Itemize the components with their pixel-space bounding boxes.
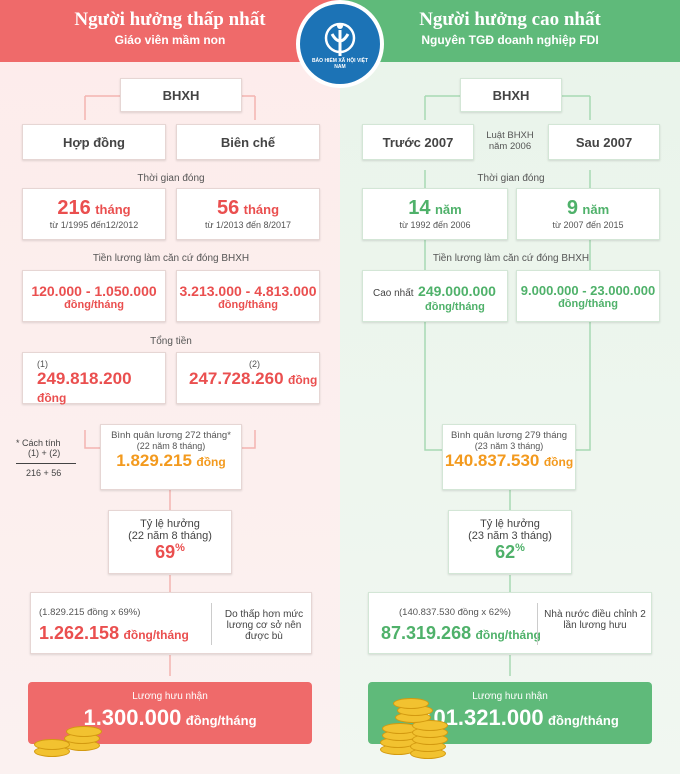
- left-b-salary: 3.213.000 - 4.813.000: [179, 283, 317, 299]
- right-title: Người hưởng cao nhất: [419, 9, 601, 30]
- left-a-months: 216: [57, 197, 91, 219]
- left-branch-a: Hợp đồng: [22, 124, 166, 160]
- left-note-1: * Cách tính: [16, 438, 61, 448]
- right-salary-label: Tiền lương làm căn cứ đóng BHXH: [432, 253, 590, 264]
- right-header: Người hưởng cao nhất Nguyên TGĐ doanh ng…: [340, 0, 680, 62]
- left-rate-value: 69: [155, 542, 176, 562]
- left-period-a: 216 tháng từ 1/1995 đến12/2012: [22, 188, 166, 240]
- right-b-unit: năm: [582, 202, 610, 217]
- left-rate-box: Tỷ lệ hưởng (22 năm 8 tháng) 69%: [108, 510, 232, 574]
- right-root-box: BHXH: [460, 78, 562, 112]
- left-rate-sub: (22 năm 8 tháng): [128, 530, 212, 542]
- left-total-b: (2) 247.728.260 đồng: [176, 352, 320, 404]
- right-calc-unit: đồng/tháng: [475, 628, 541, 642]
- left-calc-unit: đồng/tháng: [123, 628, 189, 642]
- left-pension-value: 1.300.000: [83, 705, 182, 730]
- right-b-years: 9: [566, 197, 578, 219]
- left-b-total: 247.728.260: [189, 369, 284, 388]
- right-average-box: Bình quân lương 279 tháng (23 năm 3 thán…: [442, 424, 576, 490]
- left-note: * Cách tính (1) + (2) 216 + 56: [16, 438, 92, 478]
- left-b-salary-unit: đồng/tháng: [218, 299, 278, 311]
- right-avg-dong: đồng: [543, 455, 574, 469]
- left-b-months: 56: [216, 197, 240, 219]
- right-pension-label: Lương hưu nhận: [472, 691, 548, 702]
- right-rate-value: 62: [495, 542, 516, 562]
- left-subtitle: Giáo viên mầm non: [114, 33, 226, 47]
- right-a-prefix: Cao nhất: [373, 288, 414, 299]
- left-b-unit: tháng: [243, 202, 280, 217]
- right-a-years: 14: [408, 197, 431, 219]
- left-calc-box: (1.829.215 đồng x 69%) 1.262.158 đồng/th…: [30, 592, 312, 654]
- left-salary-b: 3.213.000 - 4.813.000 đồng/tháng: [176, 270, 320, 322]
- right-avg-line2: (23 năm 3 tháng): [474, 441, 544, 451]
- left-calc-divider: [211, 603, 212, 645]
- right-b-salary: 9.000.000 - 23.000.000: [520, 283, 656, 298]
- left-b-dong: đồng: [288, 373, 318, 387]
- left-root-box: BHXH: [120, 78, 242, 112]
- right-period-label: Thời gian đóng: [477, 173, 545, 184]
- right-law-note: Luật BHXH năm 2006: [486, 130, 534, 152]
- right-b-range: từ 2007 đến 2015: [552, 220, 624, 230]
- right-b-salary-unit: đồng/tháng: [558, 298, 618, 310]
- left-calc-line: (1.829.215 đồng x 69%): [39, 607, 141, 618]
- left-b-range: từ 1/2013 đến 8/2017: [204, 220, 292, 230]
- left-a-salary-unit: đồng/tháng: [64, 299, 124, 311]
- left-title: Người hưởng thấp nhất: [74, 9, 266, 30]
- left-salary-a: 120.000 - 1.050.000 đồng/tháng: [22, 270, 166, 322]
- left-total-label: Tổng tiền: [150, 336, 192, 347]
- left-avg-dong: đồng: [196, 455, 226, 469]
- left-b-idx: (2): [249, 359, 260, 369]
- left-avg-line2: (22 năm 8 tháng): [136, 441, 206, 451]
- left-a-range: từ 1/1995 đến12/2012: [49, 220, 139, 230]
- right-calc-value: 87.319.268: [381, 623, 472, 643]
- right-a-unit: năm: [434, 202, 462, 217]
- left-a-dong: đồng: [37, 391, 67, 405]
- right-a-salary: 249.000.000: [418, 283, 496, 299]
- right-branch-a: Trước 2007: [362, 124, 474, 160]
- left-a-total: 249.818.200: [37, 369, 132, 388]
- left-pension-unit: đồng/tháng: [185, 713, 257, 728]
- left-period-b: 56 tháng từ 1/2013 đến 8/2017: [176, 188, 320, 240]
- left-period-label: Thời gian đóng: [137, 173, 205, 184]
- right-period-a: 14 năm từ 1992 đến 2006: [362, 188, 508, 240]
- right-salary-b: 9.000.000 - 23.000.000 đồng/tháng: [516, 270, 660, 322]
- left-rate-pct: %: [175, 542, 185, 554]
- right-rate-label: Tỷ lệ hưởng: [480, 518, 540, 530]
- left-salary-label: Tiền lương làm căn cứ đóng BHXH: [92, 253, 250, 264]
- left-calc-note: Do thấp hơn mức lương cơ sở nên được bù: [224, 609, 304, 642]
- right-avg-line1: Bình quân lương 279 tháng: [450, 430, 568, 441]
- right-salary-a: Cao nhất 249.000.000 đồng/tháng: [362, 270, 508, 322]
- left-header: Người hưởng thấp nhất Giáo viên mầm non: [0, 0, 340, 62]
- right-calc-note: Nhà nước điều chỉnh 2 lần lương hưu: [544, 609, 646, 631]
- right-a-salary-unit: đồng/tháng: [425, 301, 485, 313]
- logo-text: BẢO HIỂM XÃ HỘI VIỆT NAM: [311, 58, 369, 70]
- right-calc-line: (140.837.530 đồng x 62%): [399, 607, 511, 618]
- right-calc-box: (140.837.530 đồng x 62%) 87.319.268 đồng…: [368, 592, 652, 654]
- right-pension-unit: đồng/tháng: [548, 713, 619, 728]
- left-a-salary: 120.000 - 1.050.000: [31, 283, 157, 299]
- left-average-box: Bình quân lương 272 tháng* (22 năm 8 thá…: [100, 424, 242, 490]
- right-calc-divider: [537, 603, 538, 645]
- left-pension-label: Lương hưu nhận: [132, 691, 208, 702]
- right-avg-value: 140.837.530: [444, 451, 540, 470]
- right-subtitle: Nguyên TGĐ doanh nghiệp FDI: [421, 33, 599, 47]
- right-branch-b: Sau 2007: [548, 124, 660, 160]
- left-avg-line1: Bình quân lương 272 tháng*: [111, 430, 231, 441]
- left-branch-b: Biên chế: [176, 124, 320, 160]
- left-note-3: 216 + 56: [16, 463, 76, 478]
- right-rate-sub: (23 năm 3 tháng): [468, 530, 552, 542]
- bhxh-logo: BẢO HIỂM XÃ HỘI VIỆT NAM: [296, 0, 384, 88]
- left-rate-label: Tỷ lệ hưởng: [140, 518, 200, 530]
- left-total-a: (1) 249.818.200 đồng: [22, 352, 166, 405]
- right-period-b: 9 năm từ 2007 đến 2015: [516, 188, 660, 240]
- left-avg-value: 1.829.215: [116, 451, 192, 470]
- left-note-2: (1) + (2): [28, 448, 61, 458]
- right-rate-pct: %: [515, 542, 525, 554]
- right-rate-box: Tỷ lệ hưởng (23 năm 3 tháng) 62%: [448, 510, 572, 574]
- left-calc-value: 1.262.158: [39, 623, 120, 643]
- left-a-unit: tháng: [95, 202, 131, 217]
- right-a-range: từ 1992 đến 2006: [399, 220, 471, 230]
- left-a-idx: (1): [37, 359, 48, 369]
